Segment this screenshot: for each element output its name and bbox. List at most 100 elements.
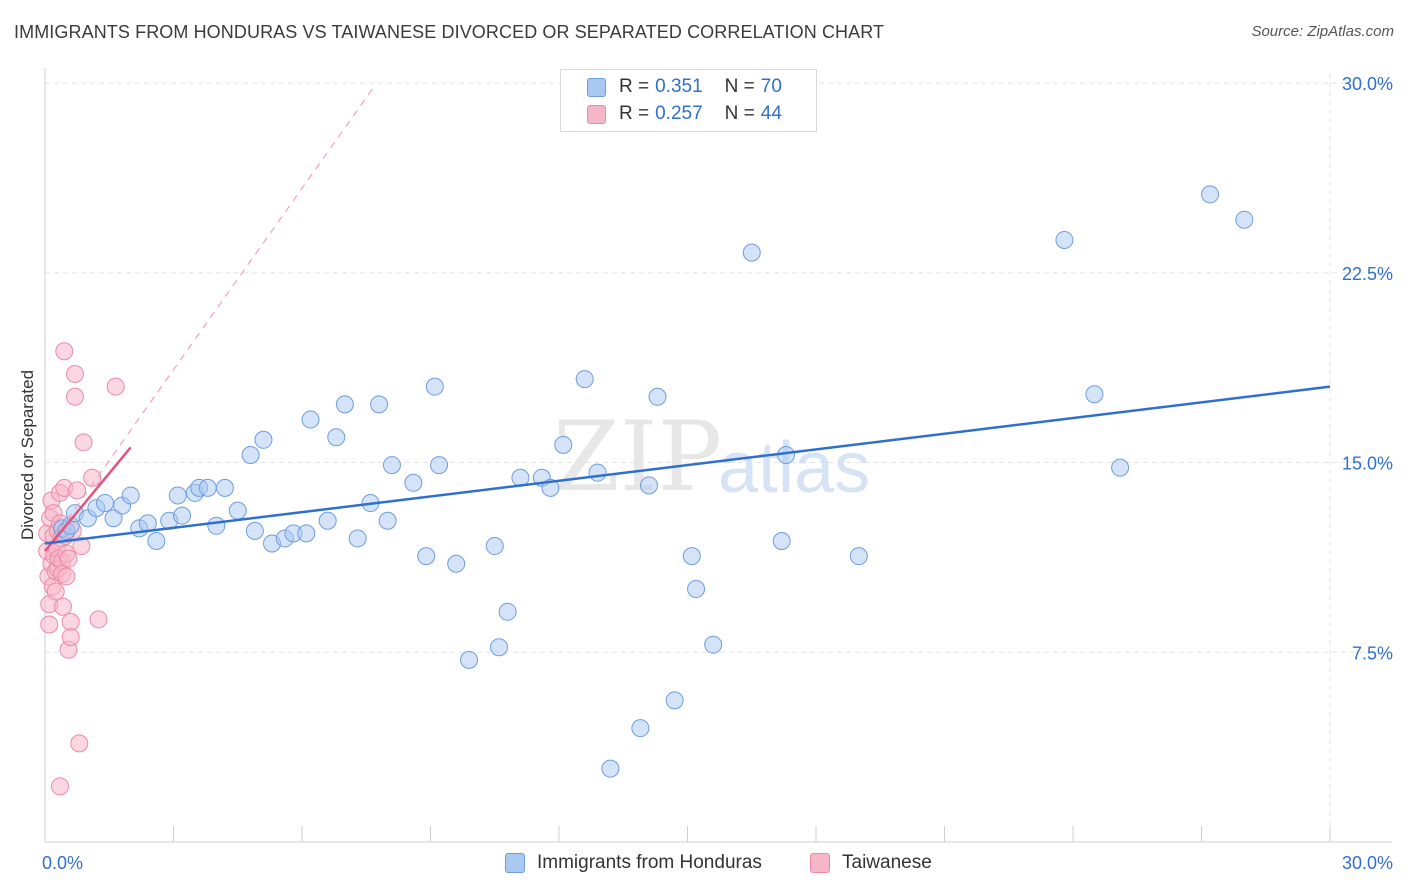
n-label: N = [724,103,755,124]
honduras-point [447,554,466,573]
honduras-point [228,501,247,520]
honduras-point [404,473,423,492]
honduras-point [1055,230,1074,249]
honduras-point [207,516,226,535]
y-tick-label: 30.0% [1342,74,1393,94]
r-value: 0.257 [655,103,703,124]
honduras-point [648,387,667,406]
honduras-point [327,428,346,447]
legend-item-taiwanese[interactable]: Taiwanese [810,852,932,874]
honduras-points [53,185,1254,778]
trend-lines [44,85,1331,552]
honduras-point [665,691,684,710]
taiwanese-point [65,365,84,384]
x-tick-label: 0.0% [42,853,83,873]
taiwanese-point [40,615,59,634]
honduras-point [378,511,397,530]
honduras-point [215,478,234,497]
honduras-point [425,377,444,396]
legend-label-honduras: Immigrants from Honduras [537,852,762,873]
n-value: 70 [760,76,782,97]
honduras-point [147,531,166,550]
honduras-point [241,445,260,464]
honduras-point [772,531,791,550]
honduras-swatch [587,77,606,97]
legend-row-taiwanese: R = 0.257 N = 44 [587,102,782,126]
honduras-point [1085,385,1104,404]
watermark-atlas: atlas [718,428,870,508]
honduras-point [173,506,192,525]
honduras-point [460,650,479,669]
honduras-point [704,635,723,654]
r-label: R = [619,76,650,97]
taiwanese-point [65,387,84,406]
honduras-point [601,759,620,778]
honduras-point [541,478,560,497]
r-value: 0.351 [655,76,703,97]
taiwanese-point [61,628,80,647]
y-tick-label: 15.0% [1342,454,1393,474]
honduras-point [639,476,658,495]
taiwanese-point [61,612,80,631]
taiwanese-legend-swatch [810,853,830,873]
honduras-point [430,456,449,475]
honduras-point [121,486,140,505]
taiwanese-swatch [587,104,606,124]
honduras-point [198,478,217,497]
watermark-zip: ZIP [553,401,722,513]
n-label: N = [724,76,755,97]
stats-legend: R = 0.351 N = 70 R = 0.257 N = 44 [560,69,817,132]
legend-row-honduras: R = 0.351 N = 70 [587,75,782,99]
honduras-point [254,430,273,449]
honduras-point [168,486,187,505]
taiwanese-trend-line [44,446,132,552]
taiwanese-point [59,549,78,568]
honduras-point [588,463,607,482]
honduras-point [95,494,114,513]
taiwanese-point [89,610,108,629]
honduras-point [849,547,868,566]
honduras-point [485,537,504,556]
taiwanese-point [46,582,65,601]
honduras-point [297,524,316,543]
honduras-point [1201,185,1220,204]
chart-title: IMMIGRANTS FROM HONDURAS VS TAIWANESE DI… [14,22,885,42]
honduras-point [417,547,436,566]
taiwanese-point [74,433,93,452]
legend-item-honduras[interactable]: Immigrants from Honduras [505,852,762,874]
x-tick-label: 30.0% [1342,853,1393,873]
y-axis-label: Divorced or Separated [18,369,37,541]
taiwanese-point [55,342,74,361]
taiwanese-point [53,597,72,616]
honduras-trend-line [44,385,1331,545]
honduras-point [318,511,337,530]
grid-lines [45,73,1392,842]
taiwanese-point [72,537,91,556]
honduras-point [631,719,650,738]
legend-label-taiwanese: Taiwanese [842,852,932,873]
y-tick-label: 22.5% [1342,264,1393,284]
honduras-point [742,243,761,262]
honduras-point [245,521,264,540]
honduras-point [382,456,401,475]
y-tick-label: 7.5% [1352,643,1393,663]
honduras-legend-swatch [505,853,525,873]
taiwanese-point [50,777,69,796]
honduras-point [1111,458,1130,477]
honduras-point [554,435,573,454]
honduras-point [370,395,389,414]
taiwanese-trend-extension [44,85,376,552]
honduras-point [682,547,701,566]
honduras-point [301,410,320,429]
honduras-point [575,370,594,389]
axes [44,68,1392,843]
taiwanese-point [83,468,102,487]
r-label: R = [619,103,650,124]
honduras-point [348,529,367,548]
taiwanese-point [106,377,125,396]
honduras-point [335,395,354,414]
taiwanese-points [38,342,125,796]
source-label: Source: ZipAtlas.com [1251,23,1394,40]
honduras-point [687,580,706,599]
